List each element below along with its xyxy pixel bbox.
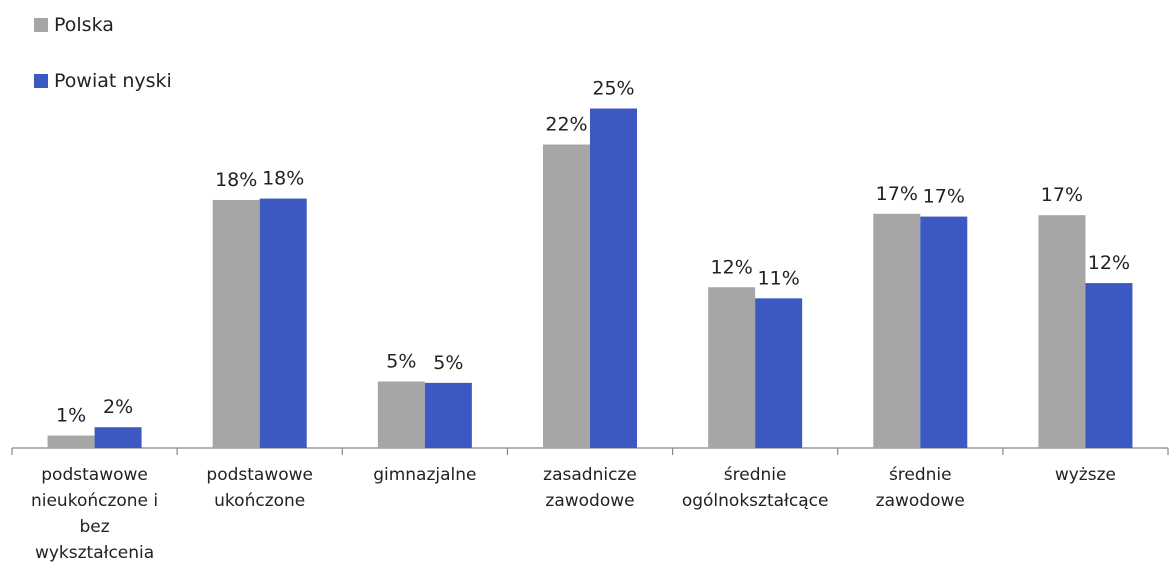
data-label: 17%: [923, 186, 965, 208]
data-label: 18%: [215, 169, 257, 191]
x-tick-label: bez: [79, 517, 109, 537]
data-label: 5%: [433, 352, 463, 374]
bar-polska: [873, 213, 921, 448]
data-label: 22%: [545, 114, 587, 136]
x-tick-label: gimnazjalne: [373, 465, 476, 485]
data-label: 2%: [103, 396, 133, 418]
data-label: 17%: [876, 183, 918, 205]
data-label: 25%: [592, 78, 634, 100]
bar-polska: [1038, 215, 1086, 448]
legend-swatch-polska: [34, 18, 48, 32]
x-tick-label: wyższe: [1055, 465, 1116, 485]
legend-item-polska: Polska: [34, 14, 114, 36]
bar-polska: [543, 144, 590, 448]
data-label: 18%: [262, 168, 304, 190]
x-tick-label: zawodowe: [545, 491, 634, 511]
bar-powiat-nyski: [94, 427, 142, 448]
bar-powiat-nyski: [755, 298, 803, 448]
data-label: 11%: [758, 267, 800, 289]
bar-powiat-nyski: [920, 216, 968, 448]
x-tick-label: podstawowe: [41, 465, 148, 485]
x-tick-label: nieukończone i: [31, 491, 158, 511]
bar-polska: [708, 287, 756, 448]
x-tick-label: ogólnokształcące: [682, 491, 829, 511]
data-label: 1%: [56, 405, 86, 427]
legend-swatch-powiat-nyski: [34, 74, 48, 88]
data-label: 5%: [386, 350, 416, 372]
data-label: 12%: [711, 256, 753, 278]
bar-polska: [212, 199, 260, 448]
bar-powiat-nyski: [590, 108, 637, 448]
bar-powiat-nyski: [259, 198, 307, 448]
x-tick-label: średnie: [724, 465, 787, 485]
data-label: 17%: [1041, 184, 1083, 206]
bar-polska: [377, 381, 425, 448]
legend-item-powiat-nyski: Powiat nyski: [34, 70, 172, 92]
bar-powiat-nyski: [1085, 283, 1133, 448]
x-tick-label: średnie: [889, 465, 952, 485]
bar-powiat-nyski: [424, 382, 472, 448]
bar-polska: [47, 435, 95, 448]
legend-label-polska: Polska: [54, 14, 114, 36]
x-tick-label: ukończone: [214, 491, 305, 511]
legend-label-powiat-nyski: Powiat nyski: [54, 70, 172, 92]
x-tick-label: zawodowe: [876, 491, 965, 511]
x-tick-label: wykształcenia: [35, 543, 154, 563]
x-tick-label: zasadnicze: [543, 465, 637, 485]
x-tick-label: podstawowe: [206, 465, 313, 485]
data-label: 12%: [1088, 252, 1130, 274]
